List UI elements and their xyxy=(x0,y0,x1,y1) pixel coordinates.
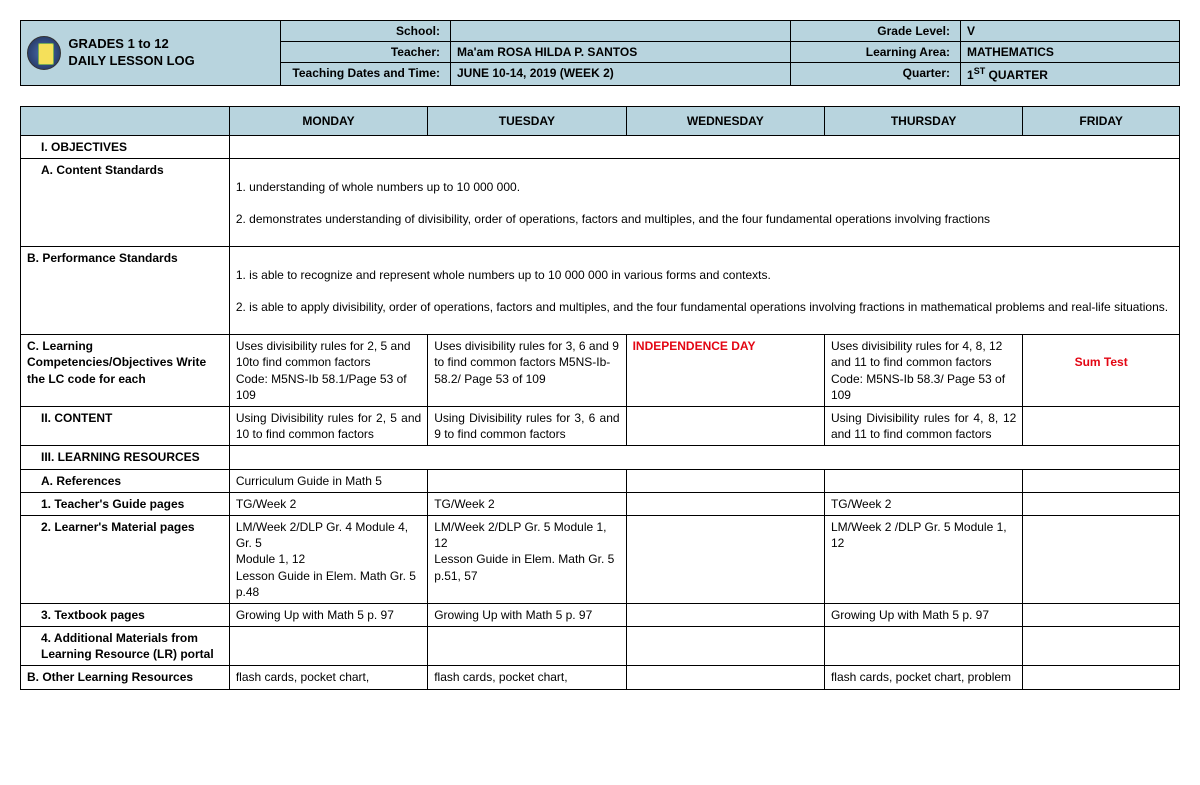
blank-header xyxy=(21,107,230,136)
quarter-value: 1ST QUARTER xyxy=(961,63,1180,86)
tg-thu: TG/Week 2 xyxy=(824,492,1022,515)
teacher-value: Ma'am ROSA HILDA P. SANTOS xyxy=(451,42,791,63)
refs-tue xyxy=(428,469,626,492)
row-addl: 4. Additional Materials from Learning Re… xyxy=(21,627,230,666)
row-perf-std: B. Performance Standards xyxy=(21,247,230,335)
perf-std-text: 1. is able to recognize and represent wh… xyxy=(229,247,1179,335)
refs-wed xyxy=(626,469,824,492)
tg-wed xyxy=(626,492,824,515)
row-resources: III. LEARNING RESOURCES xyxy=(21,446,230,469)
ct-thu: Using Divisibility rules for 4, 8, 12 an… xyxy=(824,407,1022,446)
day-thursday: THURSDAY xyxy=(824,107,1022,136)
tg-mon: TG/Week 2 xyxy=(229,492,427,515)
addl-thu xyxy=(824,627,1022,666)
perf-std-2: 2. is able to apply divisibility, order … xyxy=(236,299,1173,315)
grade-value: V xyxy=(961,21,1180,42)
day-monday: MONDAY xyxy=(229,107,427,136)
cell-empty xyxy=(229,136,1179,159)
deped-logo-icon xyxy=(27,36,61,70)
lc-tue: Uses divisibility rules for 3, 6 and 9 t… xyxy=(428,335,626,407)
day-wednesday: WEDNESDAY xyxy=(626,107,824,136)
day-friday: FRIDAY xyxy=(1023,107,1180,136)
row-objectives: I. OBJECTIVES xyxy=(21,136,230,159)
logo-cell: GRADES 1 to 12 DAILY LESSON LOG xyxy=(21,21,281,86)
row-tb: 3. Textbook pages xyxy=(21,603,230,626)
ct-mon: Using Divisibility rules for 2, 5 and 10… xyxy=(229,407,427,446)
lesson-log-table: MONDAY TUESDAY WEDNESDAY THURSDAY FRIDAY… xyxy=(20,106,1180,690)
lm-thu: LM/Week 2 /DLP Gr. 5 Module 1, 12 xyxy=(824,515,1022,603)
refs-mon: Curriculum Guide in Math 5 xyxy=(229,469,427,492)
row-tg: 1. Teacher's Guide pages xyxy=(21,492,230,515)
quarter-super: ST xyxy=(974,66,986,76)
other-thu: flash cards, pocket chart, problem xyxy=(824,666,1022,689)
grade-label: Grade Level: xyxy=(791,21,961,42)
refs-fri xyxy=(1023,469,1180,492)
tb-thu: Growing Up with Math 5 p. 97 xyxy=(824,603,1022,626)
school-value xyxy=(451,21,791,42)
lc-fri-text: Sum Test xyxy=(1075,355,1128,369)
tb-fri xyxy=(1023,603,1180,626)
addl-tue xyxy=(428,627,626,666)
teacher-label: Teacher: xyxy=(281,42,451,63)
lm-wed xyxy=(626,515,824,603)
ct-fri xyxy=(1023,407,1180,446)
content-std-2: 2. demonstrates understanding of divisib… xyxy=(236,211,1173,227)
tb-mon: Growing Up with Math 5 p. 97 xyxy=(229,603,427,626)
row-content-std: A. Content Standards xyxy=(21,159,230,247)
tb-tue: Growing Up with Math 5 p. 97 xyxy=(428,603,626,626)
other-fri xyxy=(1023,666,1180,689)
addl-mon xyxy=(229,627,427,666)
ct-tue: Using Divisibility rules for 3, 6 and 9 … xyxy=(428,407,626,446)
resources-empty xyxy=(229,446,1179,469)
addl-wed xyxy=(626,627,824,666)
lc-mon: Uses divisibility rules for 2, 5 and 10t… xyxy=(229,335,427,407)
lc-wed: INDEPENDENCE DAY xyxy=(626,335,824,407)
perf-std-1: 1. is able to recognize and represent wh… xyxy=(236,267,1173,283)
quarter-label: Quarter: xyxy=(791,63,961,86)
ct-wed xyxy=(626,407,824,446)
tg-fri xyxy=(1023,492,1180,515)
header-info-table: GRADES 1 to 12 DAILY LESSON LOG School: … xyxy=(20,20,1180,86)
day-tuesday: TUESDAY xyxy=(428,107,626,136)
quarter-suffix: QUARTER xyxy=(985,68,1048,82)
log-title: GRADES 1 to 12 DAILY LESSON LOG xyxy=(68,36,194,70)
lm-tue: LM/Week 2/DLP Gr. 5 Module 1, 12 Lesson … xyxy=(428,515,626,603)
other-tue: flash cards, pocket chart, xyxy=(428,666,626,689)
row-content: II. CONTENT xyxy=(21,407,230,446)
tb-wed xyxy=(626,603,824,626)
lc-fri: Sum Test xyxy=(1023,335,1180,407)
other-mon: flash cards, pocket chart, xyxy=(229,666,427,689)
other-wed xyxy=(626,666,824,689)
quarter-prefix: 1 xyxy=(967,68,974,82)
tg-tue: TG/Week 2 xyxy=(428,492,626,515)
school-label: School: xyxy=(281,21,451,42)
lc-thu: Uses divisibility rules for 4, 8, 12 and… xyxy=(824,335,1022,407)
addl-fri xyxy=(1023,627,1180,666)
row-other: B. Other Learning Resources xyxy=(21,666,230,689)
row-learning-comp: C. Learning Competencies/Objectives Writ… xyxy=(21,335,230,407)
area-value: MATHEMATICS xyxy=(961,42,1180,63)
title-line2: DAILY LESSON LOG xyxy=(68,53,194,68)
row-refs: A. References xyxy=(21,469,230,492)
area-label: Learning Area: xyxy=(791,42,961,63)
lm-fri xyxy=(1023,515,1180,603)
dates-label: Teaching Dates and Time: xyxy=(281,63,451,86)
row-lm: 2. Learner's Material pages xyxy=(21,515,230,603)
refs-thu xyxy=(824,469,1022,492)
lm-mon: LM/Week 2/DLP Gr. 4 Module 4, Gr. 5 Modu… xyxy=(229,515,427,603)
dates-value: JUNE 10-14, 2019 (WEEK 2) xyxy=(451,63,791,86)
title-line1: GRADES 1 to 12 xyxy=(68,36,168,51)
content-std-1: 1. understanding of whole numbers up to … xyxy=(236,179,1173,195)
content-std-text: 1. understanding of whole numbers up to … xyxy=(229,159,1179,247)
